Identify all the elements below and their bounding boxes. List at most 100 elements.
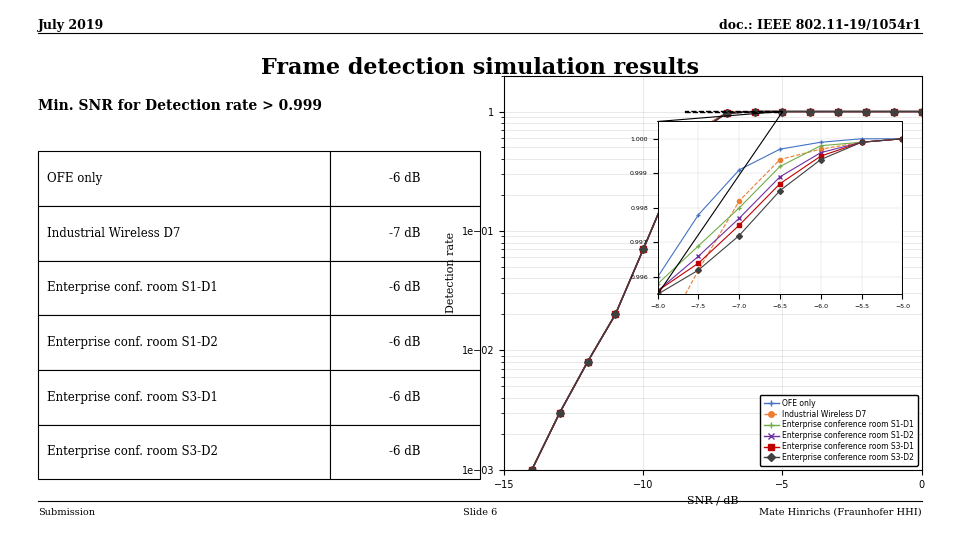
OFE only [832, 109, 844, 115]
Enterprise conference room S3-D2 [832, 109, 844, 115]
Industrial Wireless D7 [777, 109, 788, 115]
Enterprise conference room S1-D2 [554, 409, 565, 416]
Enterprise conference room S3-D2 [777, 109, 788, 115]
OFE only [804, 109, 816, 115]
Bar [38, 151, 330, 206]
Enterprise conference room S3-D2 [498, 514, 510, 521]
Enterprise conference room S1-D2 [721, 110, 732, 116]
OFE only [721, 110, 732, 116]
Industrial Wireless D7 [637, 246, 649, 253]
Enterprise conference room S3-D2 [665, 180, 677, 187]
Industrial Wireless D7 [860, 109, 872, 115]
Industrial Wireless D7 [832, 109, 844, 115]
OFE only [749, 109, 760, 115]
Enterprise conference room S3-D1 [916, 109, 927, 115]
Bar [330, 370, 480, 424]
Text: -6 dB: -6 dB [389, 391, 420, 404]
Text: OFE only: OFE only [47, 172, 103, 185]
Enterprise conference room S3-D1 [804, 109, 816, 115]
Enterprise conference room S3-D2 [582, 359, 593, 365]
Enterprise conference room S3-D2 [888, 109, 900, 115]
Enterprise conference room S1-D1 [888, 109, 900, 115]
Industrial Wireless D7 [665, 180, 677, 187]
Text: Enterprise conf. room S3-D2: Enterprise conf. room S3-D2 [47, 446, 218, 458]
OFE only [498, 514, 510, 521]
Enterprise conference room S3-D1 [526, 467, 538, 473]
Legend: OFE only, Industrial Wireless D7, Enterprise conference room S1-D1, Enterprise c: OFE only, Industrial Wireless D7, Enterp… [760, 395, 918, 466]
Enterprise conference room S3-D1 [888, 109, 900, 115]
Enterprise conference room S3-D1 [832, 109, 844, 115]
Enterprise conference room S1-D1 [637, 246, 649, 253]
Line: Enterprise conference room S3-D1: Enterprise conference room S3-D1 [501, 109, 924, 520]
Enterprise conference room S3-D1 [610, 311, 621, 318]
Industrial Wireless D7 [526, 467, 538, 473]
Enterprise conference room S3-D2 [804, 109, 816, 115]
Text: -6 dB: -6 dB [389, 446, 420, 458]
Text: Min. SNR for Detection rate > 0.999: Min. SNR for Detection rate > 0.999 [38, 99, 323, 112]
Text: Slide 6: Slide 6 [463, 508, 497, 517]
Text: doc.: IEEE 802.11-19/1054r1: doc.: IEEE 802.11-19/1054r1 [719, 19, 922, 32]
Enterprise conference room S3-D1 [721, 110, 732, 116]
Line: OFE only: OFE only [501, 109, 924, 520]
Enterprise conference room S3-D2 [749, 109, 760, 115]
Bar [38, 424, 330, 480]
Enterprise conference room S3-D2 [860, 109, 872, 115]
Enterprise conference room S1-D2 [804, 109, 816, 115]
OFE only [777, 109, 788, 115]
Enterprise conference room S3-D2 [721, 110, 732, 116]
Enterprise conference room S1-D1 [777, 109, 788, 115]
Enterprise conference room S3-D1 [749, 109, 760, 115]
Text: Enterprise conf. room S3-D1: Enterprise conf. room S3-D1 [47, 391, 218, 404]
Enterprise conference room S3-D1 [637, 246, 649, 253]
Enterprise conference room S3-D1 [554, 409, 565, 416]
Bar [330, 315, 480, 370]
OFE only [916, 109, 927, 115]
Text: Frame detection simulation results: Frame detection simulation results [261, 57, 699, 79]
Enterprise conference room S3-D2 [916, 109, 927, 115]
Enterprise conference room S1-D1 [804, 109, 816, 115]
Industrial Wireless D7 [498, 514, 510, 521]
Text: Industrial Wireless D7: Industrial Wireless D7 [47, 227, 180, 240]
Enterprise conference room S1-D2 [888, 109, 900, 115]
Enterprise conference room S1-D2 [526, 467, 538, 473]
Industrial Wireless D7 [554, 409, 565, 416]
Enterprise conference room S1-D1 [916, 109, 927, 115]
Bar [330, 206, 480, 261]
OFE only [526, 467, 538, 473]
Bar [38, 370, 330, 424]
Enterprise conference room S3-D2 [554, 409, 565, 416]
Y-axis label: Detection rate: Detection rate [446, 232, 456, 313]
Industrial Wireless D7 [916, 109, 927, 115]
Enterprise conference room S1-D1 [749, 109, 760, 115]
Text: Mate Hinrichs (Fraunhofer HHI): Mate Hinrichs (Fraunhofer HHI) [759, 508, 922, 517]
Text: -6 dB: -6 dB [389, 281, 420, 294]
Enterprise conference room S1-D1 [498, 514, 510, 521]
OFE only [665, 180, 677, 187]
Enterprise conference room S1-D2 [860, 109, 872, 115]
Enterprise conference room S3-D2 [610, 311, 621, 318]
Bar [330, 424, 480, 480]
Enterprise conference room S3-D1 [665, 180, 677, 187]
Enterprise conference room S1-D2 [693, 129, 705, 135]
Enterprise conference room S1-D2 [832, 109, 844, 115]
Bar [38, 261, 330, 315]
Text: July 2019: July 2019 [38, 19, 105, 32]
Line: Enterprise conference room S1-D1: Enterprise conference room S1-D1 [501, 109, 924, 520]
Text: Enterprise conf. room S1-D2: Enterprise conf. room S1-D2 [47, 336, 218, 349]
X-axis label: SNR / dB: SNR / dB [687, 495, 738, 505]
Enterprise conference room S3-D1 [582, 359, 593, 365]
OFE only [860, 109, 872, 115]
Bar [330, 261, 480, 315]
OFE only [554, 409, 565, 416]
OFE only [693, 127, 705, 133]
OFE only [637, 246, 649, 253]
Enterprise conference room S3-D2 [693, 129, 705, 135]
Enterprise conference room S1-D2 [916, 109, 927, 115]
OFE only [610, 311, 621, 318]
Enterprise conference room S1-D1 [860, 109, 872, 115]
Enterprise conference room S1-D1 [526, 467, 538, 473]
Enterprise conference room S3-D1 [498, 514, 510, 521]
Bar [38, 315, 330, 370]
Line: Enterprise conference room S1-D2: Enterprise conference room S1-D2 [501, 109, 924, 520]
Text: -7 dB: -7 dB [389, 227, 420, 240]
